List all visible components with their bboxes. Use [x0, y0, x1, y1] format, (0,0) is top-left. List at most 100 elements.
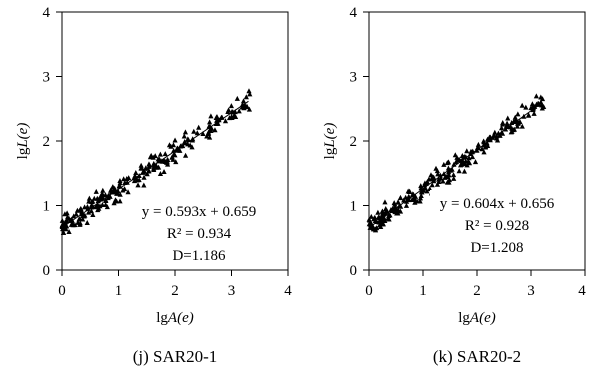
data-point: [497, 132, 503, 138]
data-point: [243, 94, 249, 100]
data-point: [456, 168, 462, 174]
data-point: [420, 187, 426, 193]
data-point: [62, 211, 68, 217]
data-point: [395, 199, 401, 205]
data-point: [538, 94, 544, 100]
y-axis-title: lgL(e): [15, 123, 31, 160]
data-point: [539, 105, 545, 111]
data-point: [172, 137, 178, 143]
data-point: [162, 151, 168, 157]
data-point: [86, 198, 92, 204]
data-point: [445, 159, 452, 165]
data-point: [97, 203, 103, 209]
data-point: [397, 208, 404, 214]
data-point: [466, 155, 472, 161]
data-point: [59, 217, 65, 223]
data-point: [366, 216, 372, 222]
y-axis-title: lgL(e): [322, 123, 338, 160]
data-point: [138, 165, 144, 171]
data-point: [515, 111, 521, 117]
data-point: [72, 222, 78, 228]
data-point: [76, 216, 82, 222]
data-point: [104, 204, 110, 210]
data-point: [69, 220, 76, 226]
data-point: [91, 195, 97, 201]
trend-line: [368, 102, 543, 229]
x-axis-title: lgA(e): [156, 310, 193, 326]
data-point: [170, 156, 176, 162]
data-point: [152, 153, 158, 159]
data-point: [90, 198, 96, 204]
data-point: [451, 175, 457, 181]
y-tick-label: 3: [350, 70, 358, 86]
data-point: [403, 198, 410, 204]
data-point: [117, 198, 123, 204]
data-point: [62, 219, 68, 225]
data-point: [441, 161, 447, 167]
y-ticks: [56, 11, 62, 271]
data-point: [523, 104, 529, 110]
data-point: [64, 214, 71, 220]
data-point: [182, 129, 189, 135]
data-point: [159, 158, 165, 164]
data-point: [157, 170, 164, 176]
data-point: [143, 165, 149, 171]
data-point: [133, 170, 139, 176]
equation-label: y = 0.593x + 0.659: [142, 204, 256, 220]
data-point: [81, 213, 87, 219]
data-point: [155, 164, 162, 170]
data-point: [138, 162, 144, 168]
data-point: [464, 148, 470, 154]
data-point: [161, 169, 167, 175]
data-point: [533, 93, 539, 99]
data-point: [146, 168, 152, 174]
data-point: [461, 168, 468, 174]
data-point: [241, 105, 247, 111]
data-point: [411, 195, 417, 201]
y-tick-label: 4: [350, 5, 358, 21]
data-point: [436, 176, 442, 182]
data-point: [417, 198, 423, 204]
x-tick-label: 1: [419, 283, 427, 299]
data-point: [168, 143, 174, 149]
data-point: [498, 125, 505, 131]
data-point: [164, 159, 170, 165]
x-tick-label: 1: [115, 283, 123, 299]
data-point: [103, 198, 109, 204]
data-point: [385, 215, 391, 221]
data-point: [94, 201, 100, 207]
data-point: [459, 153, 465, 159]
data-point: [148, 152, 154, 158]
data-point: [472, 159, 479, 165]
y-tick-label: 0: [350, 263, 358, 279]
x-tick-label: 2: [473, 283, 481, 299]
data-point: [212, 127, 218, 133]
r-squared-label: R² = 0.934: [167, 226, 232, 242]
data-point: [171, 147, 177, 153]
data-point: [246, 88, 252, 94]
data-point: [175, 147, 181, 153]
x-tick-label: 3: [228, 283, 236, 299]
data-point: [511, 126, 517, 132]
data-point: [88, 208, 95, 214]
data-point: [244, 103, 250, 109]
data-point: [165, 156, 171, 162]
data-point: [461, 161, 467, 167]
y-tick-label: 4: [43, 5, 51, 21]
data-point: [505, 115, 511, 121]
data-point: [434, 181, 441, 187]
data-points: [59, 88, 253, 235]
data-point: [371, 216, 377, 222]
data-point: [125, 189, 131, 195]
data-point: [246, 106, 253, 112]
data-point: [194, 130, 200, 136]
data-point: [437, 172, 443, 178]
data-point: [526, 112, 532, 118]
data-point: [418, 183, 424, 189]
data-point: [519, 102, 525, 108]
data-point: [456, 156, 462, 162]
data-point: [116, 183, 122, 189]
data-point: [124, 179, 130, 185]
data-point: [515, 119, 521, 125]
data-point: [171, 151, 177, 157]
